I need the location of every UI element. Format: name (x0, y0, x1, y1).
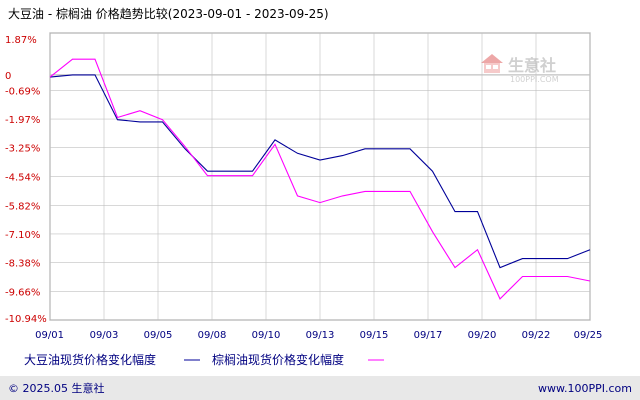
y-tick-label: -0.69% (5, 86, 40, 97)
series-lines (49, 58, 591, 300)
legend: 大豆油现货价格变化幅度 棕榈油现货价格变化幅度 (24, 352, 384, 367)
y-tick-label: -3.25% (5, 144, 40, 155)
y-tick-label: 1.87% (5, 35, 37, 46)
footer-site-link[interactable]: www.100PPI.com (538, 382, 632, 395)
y-tick-label: -8.38% (5, 259, 40, 270)
y-tick-label: -5.82% (5, 201, 40, 212)
x-axis-tick-labels: 09/01 09/03 09/05 09/08 09/10 09/13 09/15 09/17… (35, 330, 602, 341)
x-tick-label: 09/22 (522, 330, 551, 341)
series-line-soybean (49, 74, 591, 269)
x-tick-label: 09/20 (468, 330, 497, 341)
y-tick-label: 0 (5, 71, 11, 82)
y-tick-label: -10.94% (5, 314, 47, 325)
grid-lines (49, 32, 591, 321)
x-tick-label: 09/01 (35, 330, 64, 341)
x-tick-label: 09/08 (198, 330, 227, 341)
x-tick-label: 09/25 (574, 330, 603, 341)
chart-title: 大豆油 - 棕榈油 价格趋势比较(2023-09-01 - 2023-09-25… (8, 6, 329, 21)
footer-copyright: © 2025.05 生意社 (8, 381, 104, 395)
series-line-palm (49, 58, 591, 300)
legend-label-soybean: 大豆油现货价格变化幅度 (24, 352, 156, 367)
watermark-name: 生意社 (508, 56, 556, 75)
y-axis-tick-labels: 1.87% 0 -0.69% -1.97% -3.25% -4.54% -5.82% -7.1… (5, 35, 47, 325)
x-tick-label: 09/10 (252, 330, 281, 341)
y-tick-label: -7.10% (5, 230, 40, 241)
footer-bar (0, 376, 640, 400)
watermark-url: 100PPI.COM (510, 75, 559, 84)
house-icon (481, 54, 503, 73)
y-tick-label: -9.66% (5, 287, 40, 298)
x-tick-label: 09/05 (144, 330, 173, 341)
x-tick-label: 09/13 (306, 330, 335, 341)
x-tick-label: 09/15 (360, 330, 389, 341)
legend-label-palm: 棕榈油现货价格变化幅度 (212, 352, 344, 367)
x-tick-label: 09/03 (90, 330, 119, 341)
watermark-logo: 生意社 100PPI.COM (481, 54, 559, 84)
y-tick-label: -4.54% (5, 173, 40, 184)
x-tick-label: 09/17 (414, 330, 443, 341)
y-tick-label: -1.97% (5, 115, 40, 126)
